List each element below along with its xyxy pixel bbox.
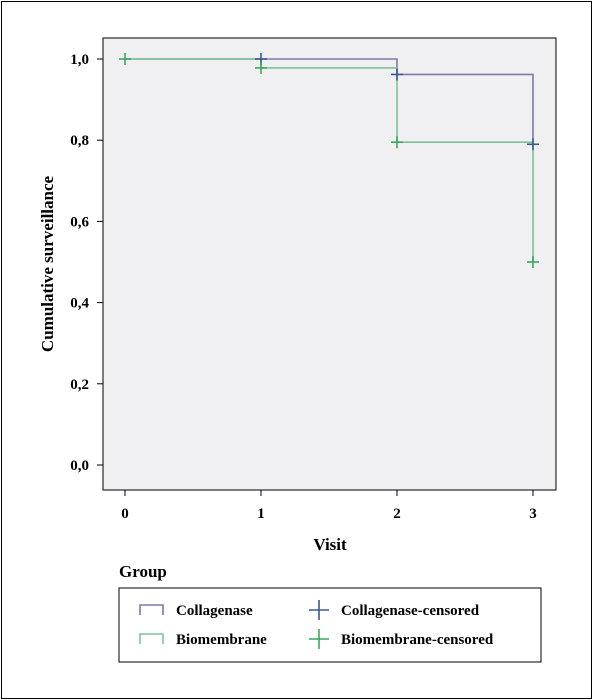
legend-label: Biomembrane — [176, 632, 267, 648]
legend-censor-mark-collagenase — [309, 600, 329, 620]
y-tick-label: 0,8 — [70, 133, 89, 149]
censor-mark-biomembrane — [391, 136, 403, 149]
y-axis: 0,0 0,2 0,4 0,6 0,8 1,0 — [70, 52, 103, 474]
censor-mark-biomembrane — [527, 256, 539, 268]
x-axis-title: Visit — [313, 535, 347, 554]
legend: Collagenase Collagenase-censored Biomembra… — [139, 600, 494, 649]
x-tick-label: 3 — [529, 506, 537, 522]
legend-censor-mark-biomembrane — [309, 629, 329, 649]
x-tick-label: 0 — [121, 506, 129, 522]
censor-mark-biomembrane — [119, 53, 131, 65]
y-tick-label: 0,6 — [70, 214, 89, 230]
y-axis-title: Cumulative surveillance — [38, 175, 57, 352]
legend-line-biomembrane — [139, 633, 164, 644]
legend-box — [118, 587, 542, 663]
censor-mark-collagenase — [527, 138, 539, 151]
censor-mark-collagenase — [391, 68, 403, 81]
legend-title: Group — [119, 562, 167, 581]
censor-mark-biomembrane — [255, 61, 267, 74]
legend-line-collagenase — [139, 604, 164, 615]
y-tick-label: 1,0 — [70, 52, 89, 68]
legend-label: Collagenase — [176, 603, 253, 619]
x-axis: 0 1 2 3 — [121, 490, 537, 522]
y-tick-label: 0,4 — [70, 296, 89, 312]
legend-label: Collagenase-censored — [341, 603, 480, 619]
legend-label: Biomembrane-censored — [341, 632, 494, 648]
x-tick-label: 1 — [257, 506, 265, 522]
plot-area — [102, 37, 557, 491]
y-tick-label: 0,2 — [70, 377, 89, 393]
y-tick-label: 0,0 — [70, 458, 89, 474]
censor-marks — [119, 53, 539, 268]
x-tick-label: 2 — [393, 506, 401, 522]
